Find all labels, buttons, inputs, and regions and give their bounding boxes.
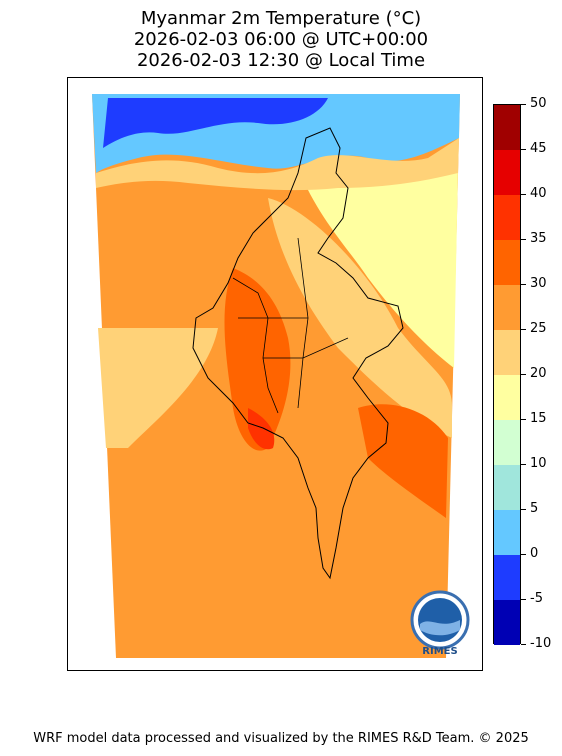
state-boundary: [232, 277, 279, 414]
colorbar-tick-label: 45: [530, 141, 547, 156]
rimes-logo: RIMES: [406, 590, 474, 660]
colorbar-segment: [494, 285, 520, 330]
myanmar-border: [192, 127, 404, 580]
colorbar-tick: [521, 238, 526, 240]
colorbar-tick-label: 40: [530, 186, 547, 201]
colorbar-segment: [494, 330, 520, 375]
plot-title: Myanmar 2m Temperature (°C) 2026-02-03 0…: [0, 8, 562, 71]
colorbar-tick-label: 15: [530, 411, 547, 426]
mild-north-transition: [96, 138, 459, 191]
freezing-north-patch: [103, 98, 328, 148]
colorbar-tick: [521, 193, 526, 195]
footer-credit: WRF model data processed and visualized …: [33, 731, 529, 746]
colorbar-tick: [521, 373, 526, 375]
colorbar-tick-label: 0: [530, 546, 539, 561]
hot-south-patch: [248, 408, 275, 450]
colorbar-segment: [494, 240, 520, 285]
cool-east-region: [298, 168, 458, 368]
colorbar-tick: [521, 328, 526, 330]
title-line-3: 2026-02-03 12:30 @ Local Time: [136, 50, 426, 71]
colorbar-segment: [494, 600, 520, 645]
colorbar-tick: [521, 643, 526, 645]
temperature-map: [92, 94, 460, 658]
mild-east-region: [268, 198, 453, 438]
colorbar-tick: [521, 553, 526, 555]
colorbar-tick: [521, 418, 526, 420]
colorbar-segment: [494, 105, 520, 150]
colorbar-tick-label: 10: [530, 456, 547, 471]
colorbar-segment: [494, 195, 520, 240]
colorbar-segment: [494, 375, 520, 420]
colorbar-tick: [521, 598, 526, 600]
colorbar-tick-label: 20: [530, 366, 547, 381]
colorbar-tick-label: 30: [530, 276, 547, 291]
colorbar-segment: [494, 150, 520, 195]
colorbar-tick-label: 50: [530, 96, 547, 111]
colorbar-segment: [494, 420, 520, 465]
map-frame: [67, 77, 483, 671]
state-boundary: [263, 337, 349, 359]
colorbar-tick: [521, 463, 526, 465]
mild-ocean-west: [98, 328, 218, 448]
colorbar-tick-label: 35: [530, 231, 547, 246]
colorbar: [493, 104, 521, 645]
colorbar-tick-label: 5: [530, 501, 539, 516]
colorbar-tick-label: 25: [530, 321, 547, 336]
colorbar-segment: [494, 555, 520, 600]
colorbar-tick: [521, 103, 526, 105]
colorbar-tick: [521, 508, 526, 510]
colorbar-segment: [494, 465, 520, 510]
title-line-1: Myanmar 2m Temperature (°C): [140, 8, 422, 29]
hot-east-band: [358, 404, 448, 518]
svg-text:RIMES: RIMES: [422, 646, 457, 657]
colorbar-tick-label: -5: [530, 591, 543, 606]
colorbar-tick: [521, 283, 526, 285]
hot-central-valley: [224, 268, 291, 451]
colorbar-tick-label: -10: [530, 636, 552, 651]
colorbar-segment: [494, 510, 520, 555]
title-line-2: 2026-02-03 06:00 @ UTC+00:00: [133, 29, 429, 50]
colorbar-tick: [521, 148, 526, 150]
